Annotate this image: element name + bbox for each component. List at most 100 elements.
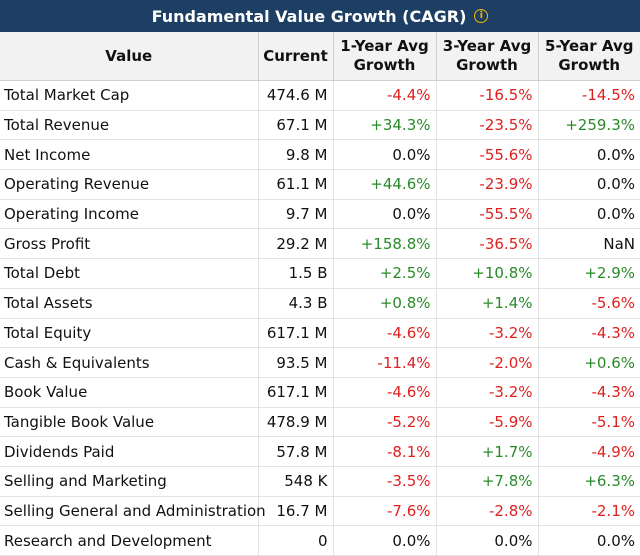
growth-5y-cell: -4.9% [537,436,640,467]
table-row: Total Market Cap 474.6 M -4.4% -16.5% -14.5% [0,80,640,111]
metric-name-cell: Total Debt [0,258,258,289]
table-row: Dividends Paid 57.8 M -8.1% +1.7% -4.9% [0,436,640,467]
metric-name-cell: Total Assets [0,288,258,319]
metric-name-cell: Research and Development [0,525,258,556]
growth-3y-cell: -36.5% [435,228,538,260]
metric-name-cell: Dividends Paid [0,436,258,467]
growth-5y-cell: -2.1% [537,496,640,527]
growth-3y-cell: 0.0% [435,525,538,556]
metric-name-cell: Tangible Book Value [0,407,258,438]
table-body: Total Market Cap 474.6 M -4.4% -16.5% -14.5%… [0,80,640,556]
growth-5y-cell: 0.0% [537,199,640,230]
current-value-cell: 548 K [257,466,333,497]
metric-name-cell: Gross Profit [0,228,258,260]
metric-name-cell: Total Equity [0,318,258,349]
metric-name-cell: Selling and Marketing [0,466,258,497]
table-row: Selling and Marketing 548 K -3.5% +7.8% +6.3… [0,466,640,497]
growth-3y-cell: +10.8% [435,258,538,289]
growth-3y-cell: -55.6% [435,139,538,171]
header-row: Value Current 1-Year Avg Growth 3-Year A… [0,32,640,81]
current-value-cell: 0 [257,525,333,556]
growth-1y-cell: -7.6% [332,496,436,527]
current-value-cell: 16.7 M [257,496,333,527]
growth-3y-cell: -2.8% [435,496,538,527]
current-value-cell: 67.1 M [257,110,333,141]
column-header-5-year[interactable]: 5-Year Avg Growth [537,32,640,81]
growth-5y-cell: 0.0% [537,139,640,171]
table-row: Book Value 617.1 M -4.6% -3.2% -4.3% [0,377,640,408]
table-row: Total Revenue 67.1 M +34.3% -23.5% +259.3% [0,110,640,141]
table-row: Total Equity 617.1 M -4.6% -3.2% -4.3% [0,318,640,349]
growth-5y-cell: -4.3% [537,377,640,408]
growth-3y-cell: -55.5% [435,199,538,230]
metric-name-cell: Selling General and Administration [0,496,266,527]
growth-3y-cell: +1.4% [435,288,538,319]
growth-3y-cell: -23.5% [435,110,538,141]
current-value-cell: 9.8 M [257,139,333,171]
column-header-current[interactable]: Current [257,32,333,81]
table-row: Research and Development 0 0.0% 0.0% 0.0% [0,525,640,556]
growth-1y-cell: -4.6% [332,318,436,349]
current-value-cell: 617.1 M [257,318,333,349]
growth-3y-cell: -5.9% [435,407,538,438]
table-row: Tangible Book Value 478.9 M -5.2% -5.9% -5.1… [0,407,640,438]
current-value-cell: 4.3 B [257,288,333,319]
growth-1y-cell: +44.6% [332,169,436,200]
growth-5y-cell: 0.0% [537,525,640,556]
growth-1y-cell: -3.5% [332,466,436,497]
growth-5y-cell: -5.1% [537,407,640,438]
growth-5y-cell: -5.6% [537,288,640,319]
growth-5y-cell: +2.9% [537,258,640,289]
info-icon[interactable]: i [474,9,489,23]
metric-name-cell: Book Value [0,377,258,408]
table-row: Operating Income 9.7 M 0.0% -55.5% 0.0% [0,199,640,230]
widget-title-bar: Fundamental Value Growth (CAGR) i [0,0,640,32]
growth-5y-cell: -4.3% [537,318,640,349]
table-row: Total Assets 4.3 B +0.8% +1.4% -5.6% [0,288,640,319]
growth-3y-cell: +1.7% [435,436,538,467]
growth-3y-cell: -23.9% [435,169,538,200]
growth-1y-cell: 0.0% [332,199,436,230]
column-header-1-year[interactable]: 1-Year Avg Growth [332,32,436,81]
table-row: Net Income 9.8 M 0.0% -55.6% 0.0% [0,139,640,171]
growth-3y-cell: -3.2% [435,377,538,408]
table-row: Operating Revenue 61.1 M +44.6% -23.9% 0.0% [0,169,640,200]
growth-1y-cell: -4.6% [332,377,436,408]
metric-name-cell: Total Revenue [0,110,258,141]
growth-1y-cell: +2.5% [332,258,436,289]
table-row: Cash & Equivalents 93.5 M -11.4% -2.0% +0.6% [0,347,640,378]
current-value-cell: 61.1 M [257,169,333,200]
table-row: Gross Profit 29.2 M +158.8% -36.5% NaN [0,228,640,260]
growth-5y-cell: 0.0% [537,169,640,200]
table-row: Selling General and Administration 16.7 M… [0,496,640,527]
widget-title: Fundamental Value Growth (CAGR) [151,6,467,26]
table-row: Total Debt 1.5 B +2.5% +10.8% +2.9% [0,258,640,289]
column-header-3-year[interactable]: 3-Year Avg Growth [435,32,538,81]
metric-name-cell: Cash & Equivalents [0,347,258,378]
growth-1y-cell: 0.0% [332,525,436,556]
current-value-cell: 617.1 M [257,377,333,408]
current-value-cell: 1.5 B [257,258,333,289]
growth-1y-cell: +158.8% [332,228,436,260]
metric-name-cell: Total Market Cap [0,80,258,111]
current-value-cell: 9.7 M [257,199,333,230]
growth-1y-cell: -5.2% [332,407,436,438]
metric-name-cell: Operating Revenue [0,169,258,200]
growth-5y-cell: -14.5% [537,80,640,111]
current-value-cell: 29.2 M [257,228,333,260]
current-value-cell: 478.9 M [257,407,333,438]
table-header: Value Current 1-Year Avg Growth 3-Year A… [0,32,640,81]
growth-3y-cell: -2.0% [435,347,538,378]
growth-table: Value Current 1-Year Avg Growth 3-Year A… [0,32,640,556]
growth-3y-cell: -16.5% [435,80,538,111]
column-header-value[interactable]: Value [0,32,258,81]
growth-1y-cell: +34.3% [332,110,436,141]
metric-name-cell: Operating Income [0,199,258,230]
growth-3y-cell: -3.2% [435,318,538,349]
growth-1y-cell: -11.4% [332,347,436,378]
growth-5y-cell: +6.3% [537,466,640,497]
metric-name-cell: Net Income [0,139,258,171]
growth-1y-cell: -8.1% [332,436,436,467]
growth-1y-cell: 0.0% [332,139,436,171]
current-value-cell: 93.5 M [257,347,333,378]
